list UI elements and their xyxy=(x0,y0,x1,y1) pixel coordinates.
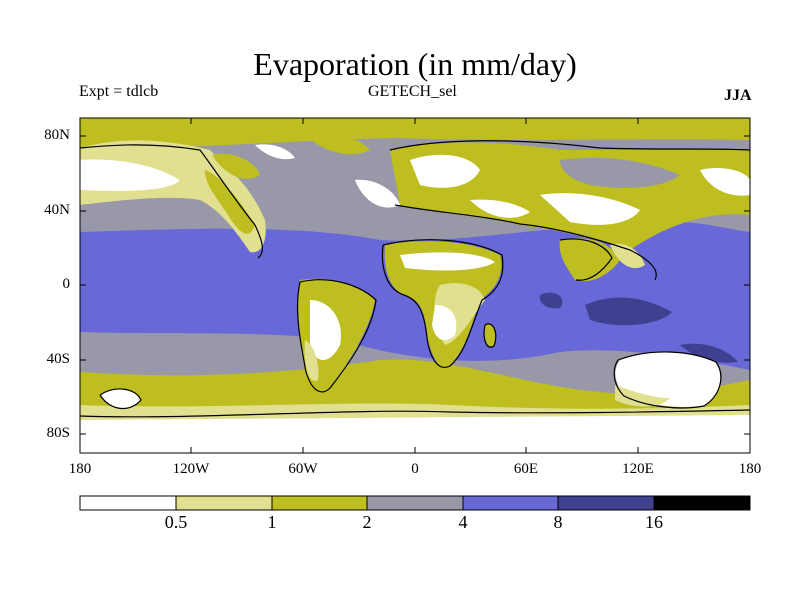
lon-label-60w: 60W xyxy=(288,461,318,477)
colorbar-label-16: 16 xyxy=(645,512,663,532)
evaporation-field xyxy=(80,118,750,453)
lon-label-180e: 180 xyxy=(738,461,762,477)
lat-label-80n: 80N xyxy=(44,127,70,143)
colorbar-swatch-1 xyxy=(176,496,272,510)
colorbar-label-2: 2 xyxy=(362,512,372,532)
lat-label-0: 0 xyxy=(62,276,71,292)
colorbar-label-8: 8 xyxy=(553,512,563,532)
lon-label-60e: 60E xyxy=(513,461,539,477)
colorbar-swatch-4 xyxy=(463,496,558,510)
lat-label-40s: 40S xyxy=(46,351,70,367)
dataset-label: GETECH_sel xyxy=(368,83,457,100)
axis-ticks xyxy=(80,118,750,453)
colorbar-label-0-5: 0.5 xyxy=(164,512,188,532)
colorbar-swatch-5 xyxy=(558,496,654,510)
colorbar-swatch-2 xyxy=(272,496,367,510)
colorbar-swatch-3 xyxy=(367,496,463,510)
lat-label-80s: 80S xyxy=(46,425,70,441)
colorbar-swatch-6 xyxy=(654,496,750,510)
season-label: JJA xyxy=(724,87,752,104)
lon-label-180w: 180 xyxy=(68,461,92,477)
lon-label-120e: 120E xyxy=(622,461,654,477)
colorbar-label-1: 1 xyxy=(267,512,277,532)
lon-label-0: 0 xyxy=(411,461,419,477)
colorbar-swatch-0 xyxy=(80,496,176,510)
lon-label-120w: 120W xyxy=(172,461,210,477)
experiment-label: Expt = tdlcb xyxy=(79,83,159,100)
lat-label-40n: 40N xyxy=(44,202,70,218)
map-title: Evaporation (in mm/day) xyxy=(253,46,577,82)
colorbar-label-4: 4 xyxy=(458,512,468,532)
colorbar xyxy=(79,495,751,511)
coastlines xyxy=(80,140,750,418)
